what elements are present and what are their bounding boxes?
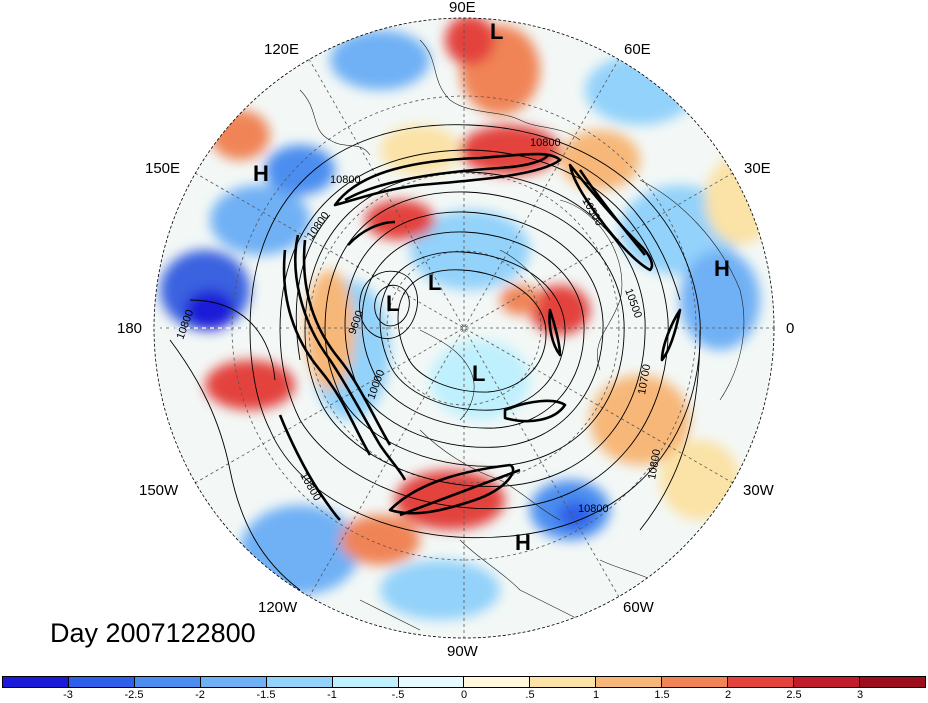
colorbar-tick-label: -1.5: [256, 689, 276, 701]
low-pressure-marker: L: [428, 270, 442, 295]
lon-label-0: 0: [786, 320, 795, 337]
high-pressure-marker: H: [714, 256, 730, 281]
colorbar-cell: [3, 677, 69, 687]
graticule: [154, 18, 774, 638]
colorbar-cell: [464, 677, 531, 687]
low-pressure-marker: L: [472, 361, 486, 386]
day-title: Day 2007122800: [50, 618, 256, 648]
colorbar-tick-label: -2.5: [124, 689, 144, 701]
high-pressure-marker: H: [253, 161, 269, 186]
contour-label: 10800: [578, 503, 609, 515]
colorbar-tick-label: 3: [856, 689, 864, 701]
colorbar-cell: [794, 677, 860, 687]
colorbar-cell: [200, 677, 267, 687]
high-pressure-marker: H: [515, 530, 531, 555]
colorbar-tick-label: -.5: [391, 689, 405, 701]
contour-label: 10800: [330, 174, 361, 186]
colorbar-cell: [266, 677, 333, 687]
lon-label-60w: 60W: [623, 599, 654, 616]
colorbar-cell: [859, 677, 925, 687]
colorbar-labels: -3 -2.5 -2 -1.5 -1 -.5 0 .5 1 1.5 2 2.5 3: [2, 689, 926, 703]
lon-label-150e: 150E: [145, 160, 181, 177]
lon-label-120e: 120E: [264, 41, 300, 58]
colorbar-cell: [662, 677, 729, 687]
lon-label-180: 180: [117, 320, 143, 337]
colorbar-tick-label: 0: [460, 689, 468, 701]
contour-label: 10800: [646, 448, 663, 480]
lon-label-150w: 150W: [139, 482, 179, 499]
lon-label-90e: 90E: [449, 0, 476, 16]
colorbar-tick-label: -3: [63, 689, 73, 701]
colorbar-cell: [398, 677, 465, 687]
low-pressure-marker: L: [490, 19, 504, 44]
colorbar-cell: [530, 677, 597, 687]
colorbar-cell: [728, 677, 795, 687]
colorbar-tick-label: .5: [525, 689, 535, 701]
colorbar-tick-label: -2: [195, 689, 205, 701]
colorbar-cell: [68, 677, 135, 687]
colorbar-tick-label: -1: [327, 689, 337, 701]
colorbar-tick-label: 2.5: [786, 689, 802, 701]
lon-label-30w: 30W: [743, 482, 774, 499]
lon-label-60e: 60E: [624, 41, 651, 58]
lon-label-30e: 30E: [744, 160, 771, 177]
colorbar-cell: [596, 677, 663, 687]
jet-contours: [278, 152, 682, 521]
contour-label: 10700: [636, 363, 653, 395]
colorbar-tick-label: 2: [724, 689, 732, 701]
colorbar-tick-label: 1.5: [654, 689, 670, 701]
contour-label: 10800: [530, 137, 561, 149]
lon-label-120w: 120W: [258, 599, 298, 616]
colorbar-cell: [332, 677, 399, 687]
anomaly-field: 10800 10800 10500 10800 10500 9600 10800…: [154, 18, 774, 638]
lon-label-90w: 90W: [447, 643, 478, 660]
low-pressure-marker: L: [386, 291, 400, 316]
colorbar: [2, 676, 926, 688]
colorbar-tick-label: 1: [592, 689, 600, 701]
globe-boundary: [153, 17, 775, 639]
colorbar-cell: [134, 677, 201, 687]
